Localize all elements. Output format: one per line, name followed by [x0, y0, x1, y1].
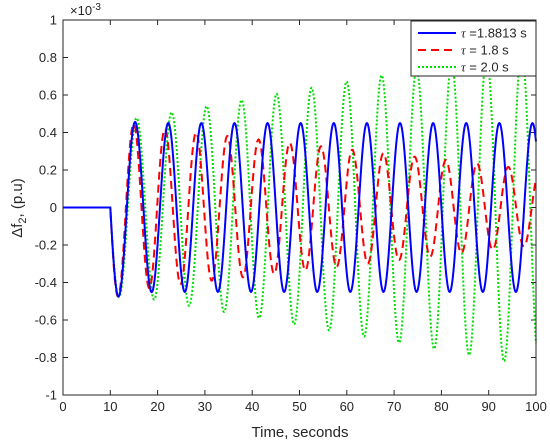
y-tick-label: -0.4 — [35, 275, 57, 290]
y-tick-label: 1 — [50, 13, 57, 28]
x-tick-label: 100 — [525, 399, 547, 414]
series-line-1 — [63, 122, 537, 298]
x-tick-label: 40 — [245, 399, 259, 414]
y-tick-label: 0.2 — [39, 163, 57, 178]
x-tick-label: 90 — [481, 399, 495, 414]
legend-label-1: τ = 1.8 s — [461, 43, 509, 58]
x-tick-label: 20 — [150, 399, 164, 414]
y-exponent-label: ×10-3 — [70, 2, 101, 18]
legend-label-2: τ = 2.0 s — [461, 60, 509, 75]
y-tick-label: -0.6 — [35, 313, 57, 328]
x-axis-label: Time, seconds — [252, 424, 349, 441]
x-tick-label: 80 — [434, 399, 448, 414]
legend-label-0: τ =1.8813 s — [461, 26, 527, 41]
y-tick-label: -1 — [45, 388, 57, 403]
x-tick-label: 0 — [59, 399, 66, 414]
y-tick-label: 0.4 — [39, 125, 57, 140]
tick-layer: 0 10 20 30 40 50 60 70 80 90 100 1 0.8 0.6 0.4 0.2 0 -0.2… — [35, 13, 547, 415]
y-tick-label: 0 — [50, 200, 57, 215]
legend-items: τ =1.8813 s τ = 1.8 s τ = 2.0 s — [418, 26, 527, 75]
y-axis-label: Δf2, (p.u) — [9, 178, 29, 238]
series-line-0 — [63, 120, 537, 298]
plot-frame — [62, 19, 537, 396]
x-tick-label: 10 — [103, 399, 117, 414]
chart-legend: τ =1.8813 s τ = 1.8 s τ = 2.0 s — [410, 20, 537, 77]
y-tick-label: -0.2 — [35, 238, 57, 253]
series-layer — [63, 49, 537, 363]
y-tick-label: 0.6 — [39, 88, 57, 103]
x-tick-label: 70 — [387, 399, 401, 414]
x-tick-label: 50 — [292, 399, 306, 414]
y-tick-label: -0.8 — [35, 350, 57, 365]
x-tick-label: 30 — [198, 399, 212, 414]
x-tick-label: 60 — [340, 399, 354, 414]
y-tick-label: 0.8 — [39, 50, 57, 65]
series-line-2 — [63, 49, 537, 363]
